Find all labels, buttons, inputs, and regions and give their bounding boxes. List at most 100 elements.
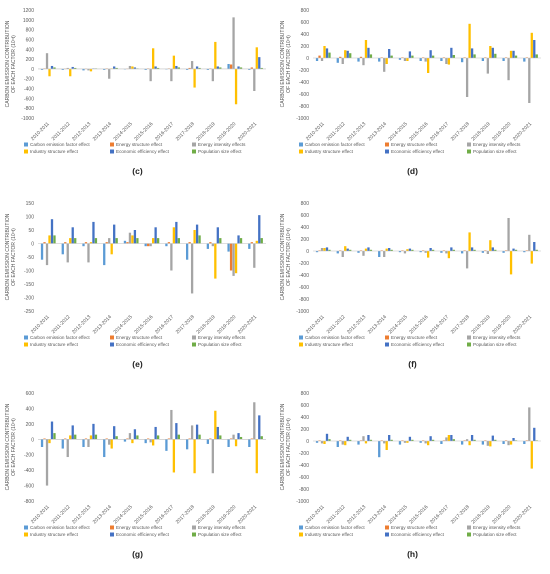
x-tick-label: 2011-2012: [326, 504, 347, 525]
x-tick-label: 2016-2017: [154, 314, 175, 335]
legend-entry: Energy structure effect: [391, 142, 438, 147]
bar: [253, 243, 256, 268]
x-tick-label: 2017-2018: [450, 121, 471, 142]
bar: [318, 55, 321, 58]
bar: [156, 238, 160, 244]
legend-entry: Energy intensity effects: [473, 335, 521, 340]
y-axis-label: CARBON EMISSION CONTRIBUTIONOF EACH FACT…: [5, 20, 17, 107]
legend-swatch: [385, 142, 389, 147]
y-tick-label: -150: [24, 282, 34, 288]
legend-entry: Industry structure effect: [305, 149, 354, 154]
y-tick-label: 800: [301, 8, 310, 14]
y-tick-label: 0: [306, 439, 309, 445]
x-tick-label: 2011-2012: [51, 504, 72, 525]
bar: [50, 65, 54, 69]
x-tick-label: 2014-2015: [388, 314, 409, 335]
bar: [227, 439, 230, 447]
legend-swatch: [467, 532, 471, 537]
bar: [411, 55, 414, 58]
bar: [450, 47, 453, 58]
y-axis-label-line: OF EACH FACTOR (10⁴t): [11, 228, 17, 286]
bar: [131, 66, 134, 69]
bar: [234, 439, 238, 447]
bar: [144, 68, 147, 70]
bar: [188, 242, 191, 244]
bar: [325, 48, 329, 58]
legend-swatch: [385, 149, 389, 154]
x-tick-label: 2012-2013: [71, 314, 92, 335]
legend-swatch: [24, 525, 28, 530]
y-tick-label: -600: [299, 475, 309, 481]
bar: [74, 238, 77, 244]
bar: [440, 251, 443, 253]
bar: [172, 55, 176, 69]
panel-label: (d): [407, 166, 418, 176]
x-tick-label: 2018-2019: [470, 504, 491, 525]
bar: [40, 439, 44, 447]
y-tick-label: 600: [26, 391, 35, 397]
bar: [103, 68, 106, 70]
bar: [198, 67, 201, 69]
bar: [216, 66, 219, 69]
legend-swatch: [385, 342, 389, 347]
x-tick-label: 2020-2021: [512, 121, 533, 142]
bar: [152, 48, 155, 69]
bar: [89, 242, 93, 244]
bar: [232, 17, 235, 69]
bar: [398, 58, 402, 60]
bar: [260, 67, 263, 69]
y-tick-label: 600: [301, 213, 310, 219]
bar: [336, 251, 339, 254]
bar: [533, 242, 536, 251]
bar: [113, 224, 116, 244]
legend-swatch: [385, 335, 389, 340]
legend-entry: Industry structure effect: [30, 149, 79, 154]
bar: [318, 440, 321, 441]
bar: [43, 242, 46, 244]
bar: [193, 68, 196, 88]
bar: [147, 243, 150, 247]
legend-swatch: [192, 532, 196, 537]
legend-entry: Industry structure effect: [305, 342, 354, 347]
legend-entry: Energy structure effect: [391, 335, 438, 340]
bar: [115, 436, 118, 440]
bar: [211, 68, 214, 82]
bar: [136, 238, 139, 244]
bar: [66, 243, 69, 263]
y-tick-label: 600: [301, 403, 310, 409]
legend-swatch: [192, 142, 196, 147]
bar: [216, 227, 219, 244]
bar: [48, 439, 51, 444]
x-tick-label: 2018-2019: [470, 121, 491, 142]
y-tick-label: 600: [301, 20, 310, 26]
x-tick-label: 2013-2014: [367, 121, 388, 142]
bar: [349, 439, 352, 441]
y-tick-label: 100: [26, 215, 35, 221]
y-tick-label: 50: [28, 228, 34, 234]
y-tick-label: 800: [26, 28, 35, 34]
bar: [131, 439, 134, 444]
bar: [209, 438, 212, 440]
y-tick-label: 0: [31, 242, 34, 248]
legend-entry: Population size effect: [198, 149, 242, 154]
bar: [320, 248, 324, 251]
x-tick-label: 2019-2020: [491, 504, 512, 525]
bar: [440, 58, 443, 61]
bar: [255, 240, 258, 244]
bar: [105, 438, 108, 440]
bar: [50, 219, 54, 244]
bar: [359, 56, 363, 58]
legend-entry: Carbon emission factor effect: [30, 335, 90, 340]
bar: [175, 221, 178, 244]
bar: [427, 251, 430, 258]
bar: [419, 251, 422, 253]
bar: [108, 68, 111, 79]
bar: [465, 251, 469, 269]
bar: [504, 440, 508, 441]
bar: [403, 58, 407, 61]
legend-entry: Economic efficiency effect: [116, 149, 170, 154]
x-tick-label: 2014-2015: [388, 121, 409, 142]
bar: [359, 250, 363, 251]
bar: [237, 235, 240, 244]
bar: [40, 68, 44, 70]
